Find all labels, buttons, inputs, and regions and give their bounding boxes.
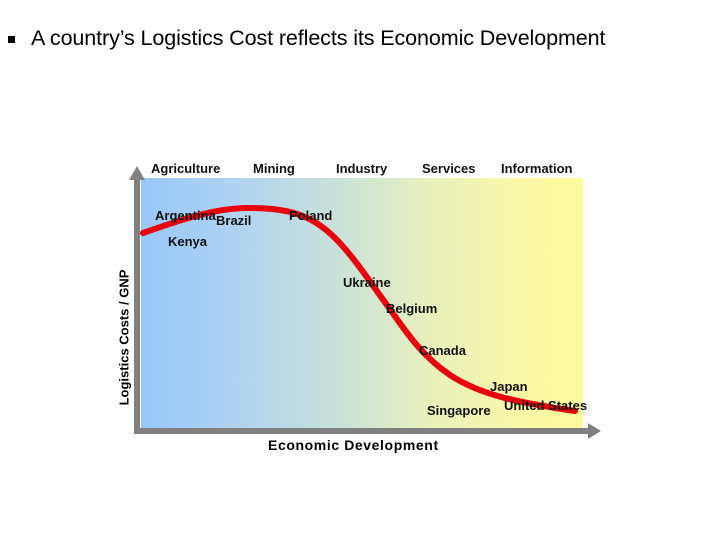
x-axis-arrow-icon [588, 423, 601, 439]
stage-label-industry: Industry [336, 161, 388, 176]
country-label-canada: Canada [419, 343, 466, 358]
x-axis-label: Economic Development [268, 437, 439, 453]
country-label-kenya: Kenya [168, 234, 208, 249]
slide-title: A country’s Logistics Cost reflects its … [31, 26, 606, 50]
country-label-japan: Japan [490, 379, 528, 394]
y-axis-arrow-icon [129, 166, 145, 180]
country-label-singapore: Singapore [427, 403, 491, 418]
stage-label-agriculture: Agriculture [151, 161, 221, 176]
stage-label-information: Information [501, 161, 573, 176]
square-bullet-icon [8, 36, 15, 43]
country-label-belgium: Belgium [386, 301, 438, 316]
stage-label-mining: Mining [253, 161, 295, 176]
slide-title-row: A country’s Logistics Cost reflects its … [8, 26, 605, 51]
y-axis [129, 166, 145, 433]
x-axis [134, 423, 601, 439]
country-label-united-states: United States [504, 398, 588, 413]
y-axis-label: Logistics Costs / GNP [116, 269, 132, 406]
country-label-ukraine: Ukraine [343, 275, 391, 290]
country-label-brazil: Brazil [216, 213, 252, 228]
logistics-cost-curve [140, 204, 578, 414]
stage-label-services: Services [422, 161, 476, 176]
country-label-poland: Poland [289, 208, 333, 223]
country-label-argentina: Argentina [155, 208, 216, 223]
development-gradient-area [141, 178, 583, 428]
